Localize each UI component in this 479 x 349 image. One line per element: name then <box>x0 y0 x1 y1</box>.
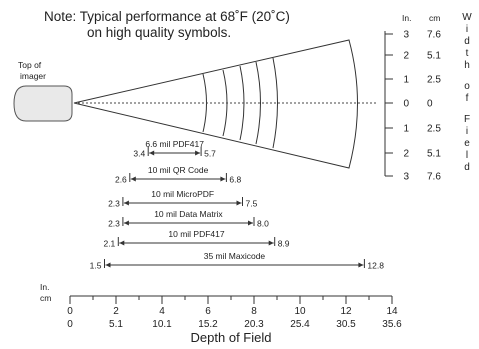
symbol-range-row: 2.6 6.8 10 mil QR Code <box>115 165 242 185</box>
range-max-label: 8.0 <box>257 219 269 229</box>
width-tick-label-cm: 0 <box>427 99 433 110</box>
width-tick-label-in: 3 <box>403 172 409 183</box>
depth-axis-ticks: 0 0 2 5.1 4 10.1 6 15.2 8 20.3 10 25.4 12 30.5 14 35.6 <box>67 296 402 330</box>
range-arrow-left <box>130 176 136 182</box>
depth-tick-label-cm: 30.5 <box>336 319 356 330</box>
range-arrow-left <box>123 220 129 226</box>
width-tick-label-in: 1 <box>403 124 409 135</box>
range-min-label: 2.3 <box>108 199 120 209</box>
range-min-label: 2.1 <box>103 239 115 249</box>
depth-tick-label-in: 10 <box>294 306 306 317</box>
range-max-label: 8.9 <box>278 239 290 249</box>
range-arrow-left <box>123 200 129 206</box>
width-tick-label-in: 3 <box>403 30 409 41</box>
width-tick-label-cm: 7.6 <box>427 30 441 41</box>
depth-tick-label-cm: 10.1 <box>152 319 172 330</box>
symbol-name-label: 10 mil MicroPDF <box>151 189 214 199</box>
width-title-letter: F <box>464 114 470 125</box>
range-arrow-left <box>149 150 155 156</box>
range-arrow-left <box>119 240 125 246</box>
symbol-name-label: 10 mil PDF417 <box>168 229 224 239</box>
range-arrow-right <box>248 220 253 226</box>
symbol-name-label: 35 mil Maxicode <box>204 251 266 261</box>
depth-axis-unit-cm: cm <box>40 293 51 303</box>
width-tick-label-cm: 2.5 <box>427 75 441 86</box>
width-title-letter: i <box>466 24 468 35</box>
width-title-letter: h <box>464 60 470 71</box>
width-tick-label-in: 2 <box>403 149 409 160</box>
width-tick-label-cm: 5.1 <box>427 149 441 160</box>
width-title-letter: i <box>466 126 468 137</box>
width-scale: In. cm 3 7.62 5.11 2.50 01 2.52 5.13 7.6 Widtho… <box>384 12 472 183</box>
width-title-letter: t <box>466 48 469 59</box>
range-arrow-left <box>105 262 111 268</box>
width-tick-label-in: 0 <box>403 99 409 110</box>
range-arrow-right <box>358 262 364 268</box>
depth-tick-label-cm: 20.3 <box>244 319 264 330</box>
depth-tick-label-cm: 25.4 <box>290 319 310 330</box>
depth-tick-label-cm: 35.6 <box>382 319 402 330</box>
symbol-name-label: 6.6 mil PDF417 <box>145 139 204 149</box>
range-min-label: 3.4 <box>133 149 145 159</box>
width-tick-label-in: 1 <box>403 75 409 86</box>
symbol-range-row: 2.3 7.5 10 mil MicroPDF <box>108 189 258 209</box>
width-tick-label-cm: 7.6 <box>427 172 441 183</box>
depth-tick-label-in: 4 <box>159 306 165 317</box>
depth-axis-title: Depth of Field <box>191 330 272 345</box>
range-min-label: 2.3 <box>108 219 120 229</box>
symbol-ranges: 3.4 5.76.6 mil PDF417 2.6 6.8 10 mil QR Code… <box>90 139 385 271</box>
depth-axis-unit-in: In. <box>40 282 49 292</box>
focus-arc <box>272 57 278 149</box>
width-title-letter: d <box>464 36 470 47</box>
note-line-2: on high quality symbols. <box>87 25 231 40</box>
range-min-label: 1.5 <box>90 261 102 271</box>
range-arrow-right <box>220 176 226 182</box>
depth-tick-label-cm: 15.2 <box>198 319 218 330</box>
imager-label-line-2: imager <box>20 71 46 81</box>
depth-tick-label-in: 0 <box>67 306 73 317</box>
depth-tick-label-in: 6 <box>205 306 211 317</box>
range-min-label: 2.6 <box>115 175 127 185</box>
symbol-range-row: 2.3 8.0 10 mil Data Matrix <box>108 209 269 229</box>
width-scale-ticks: 3 7.6 2 5.1 1 2.5 0 0 1 2.5 2 5.1 3 7.6 <box>385 30 441 183</box>
depth-tick-label-in: 14 <box>386 306 398 317</box>
range-arrow-right <box>268 240 274 246</box>
symbol-range-row: 1.5 12.8 35 mil Maxicode <box>90 251 385 271</box>
symbol-name-label: 10 mil Data Matrix <box>154 209 223 219</box>
width-scale-header-cm: cm <box>429 13 440 23</box>
range-max-label: 12.8 <box>367 261 384 271</box>
field-cone <box>73 39 358 169</box>
symbol-range-row: 3.4 5.76.6 mil PDF417 <box>133 139 216 159</box>
width-title-letter: d <box>464 162 470 173</box>
width-tick-label-in: 2 <box>403 51 409 62</box>
imager-label-line-1: Top of <box>18 60 42 70</box>
depth-tick-label-in: 2 <box>113 306 119 317</box>
focus-arc <box>255 61 261 145</box>
width-title-letter: o <box>464 81 470 92</box>
width-title-letter: f <box>466 93 469 104</box>
width-tick-label-cm: 5.1 <box>427 51 441 62</box>
width-title-letter: W <box>462 12 472 23</box>
range-arrow-right <box>236 200 242 206</box>
range-max-label: 7.5 <box>246 199 258 209</box>
range-max-label: 5.7 <box>204 149 216 159</box>
depth-tick-label-in: 12 <box>340 306 352 317</box>
width-title-letter: e <box>464 138 470 149</box>
depth-tick-label-in: 8 <box>251 306 257 317</box>
width-tick-label-cm: 2.5 <box>427 124 441 135</box>
note-line-1: Note: Typical performance at 68˚F (20˚C) <box>44 9 290 24</box>
depth-axis: In. cm 0 0 2 5.1 4 10.1 6 15.2 8 20.3 10 25.4 12 30.5… <box>40 282 402 345</box>
symbol-range-row: 2.1 8.9 10 mil PDF417 <box>103 229 289 249</box>
width-title-letter: l <box>466 150 468 161</box>
range-max-label: 6.8 <box>229 175 241 185</box>
imager-shape <box>13 85 73 122</box>
depth-tick-label-cm: 0 <box>67 319 73 330</box>
range-arrow-right <box>195 150 201 156</box>
symbol-name-label: 10 mil QR Code <box>148 165 209 175</box>
depth-tick-label-cm: 5.1 <box>109 319 123 330</box>
width-scale-header-in: In. <box>402 13 411 23</box>
